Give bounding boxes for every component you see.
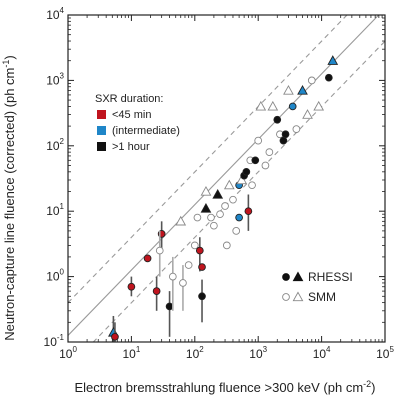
- legend-item-label: <45 min: [112, 109, 151, 121]
- data-point: [195, 246, 204, 255]
- data-point: [232, 227, 241, 235]
- data-point: [143, 254, 152, 263]
- x-tick-label: 103: [249, 345, 267, 361]
- data-point: [248, 181, 256, 190]
- data-point: [223, 179, 235, 190]
- data-point: [152, 287, 161, 295]
- legend-item-label: RHESSI: [308, 270, 353, 284]
- legend-swatch: [97, 110, 106, 119]
- data-point: [216, 210, 224, 219]
- legend-circle-marker: [282, 273, 290, 281]
- data-point: [198, 292, 206, 301]
- data-point: [324, 73, 333, 82]
- legend-item-label: >1 hour: [112, 141, 150, 153]
- data-point: [175, 215, 187, 226]
- data-point: [190, 241, 199, 250]
- y-tick-label: 104: [46, 6, 64, 22]
- y-tick-label: 10-1: [44, 333, 65, 349]
- legend-title: SXR duration:: [95, 93, 163, 105]
- reference-line-dashed: [68, 15, 348, 304]
- data-point: [229, 195, 237, 204]
- legend-sxr-duration: SXR duration: <45 min (intermediate) >1 ho…: [95, 93, 180, 153]
- data-point: [254, 136, 263, 145]
- data-point: [212, 188, 224, 199]
- data-point: [179, 279, 187, 287]
- data-point: [244, 207, 253, 216]
- x-tick-label: 102: [186, 345, 204, 361]
- data-point: [273, 115, 282, 124]
- x-tick-label: 104: [313, 345, 331, 361]
- data-point: [292, 125, 301, 133]
- data-point: [111, 332, 119, 341]
- data-point: [200, 185, 212, 196]
- x-tick-label: 105: [376, 345, 394, 361]
- data-point: [207, 213, 215, 222]
- y-axis-label-close: ): [2, 55, 17, 59]
- data-point: [165, 302, 174, 311]
- data-point: [281, 130, 290, 139]
- plot-frame: [67, 14, 386, 343]
- y-tick-label: 100: [46, 268, 64, 284]
- data-point: [127, 282, 136, 291]
- data-point: [307, 76, 316, 85]
- data-points: [108, 55, 339, 342]
- data-point: [283, 85, 294, 95]
- data-point: [251, 156, 260, 165]
- legend-item-label: (intermediate): [112, 125, 180, 137]
- data-point: [193, 213, 202, 222]
- y-axis-ticks: 10-1 100 101 102 103 104: [44, 6, 385, 349]
- data-point: [255, 100, 267, 111]
- data-point: [279, 136, 288, 145]
- data-point: [210, 221, 218, 230]
- data-point: [221, 202, 229, 210]
- data-point: [267, 100, 279, 111]
- y-axis-label-exponent: -1: [1, 60, 11, 68]
- data-point: [242, 167, 251, 176]
- x-axis-label: Electron bremsstrahlung fluence >300 keV…: [74, 379, 375, 395]
- legend-swatch: [97, 142, 106, 151]
- y-tick-label: 102: [46, 137, 64, 153]
- y-axis-label: Neutron-capture line fluence (corrected)…: [1, 55, 17, 340]
- data-point: [235, 213, 243, 222]
- data-point: [261, 161, 270, 170]
- data-point: [198, 263, 206, 271]
- data-point: [236, 174, 248, 185]
- data-point: [302, 109, 313, 119]
- data-point: [155, 246, 164, 255]
- x-axis-ticks: 100 101 102 103 104 105: [59, 15, 394, 361]
- legend-item-label: SMM: [308, 290, 336, 304]
- data-point: [184, 261, 193, 269]
- y-tick-label: 101: [46, 202, 64, 218]
- data-point: [200, 202, 212, 213]
- legend-circle-marker: [282, 293, 290, 301]
- x-tick-label: 101: [122, 345, 140, 361]
- legend-instrument: RHESSI SMM: [282, 270, 353, 304]
- x-axis-label-exponent: -2: [363, 379, 371, 389]
- data-point: [297, 85, 308, 95]
- x-axis-label-close: ): [371, 380, 375, 395]
- x-tick-label: 100: [59, 345, 77, 361]
- data-point: [168, 272, 177, 281]
- data-point: [265, 148, 274, 156]
- legend-triangle-marker: [292, 271, 304, 282]
- legend-triangle-marker: [292, 291, 304, 302]
- legend-swatch: [97, 126, 106, 135]
- data-point: [313, 100, 325, 111]
- data-point: [222, 241, 231, 250]
- data-point: [327, 55, 339, 65]
- data-point: [288, 102, 297, 111]
- y-tick-label: 103: [46, 71, 64, 87]
